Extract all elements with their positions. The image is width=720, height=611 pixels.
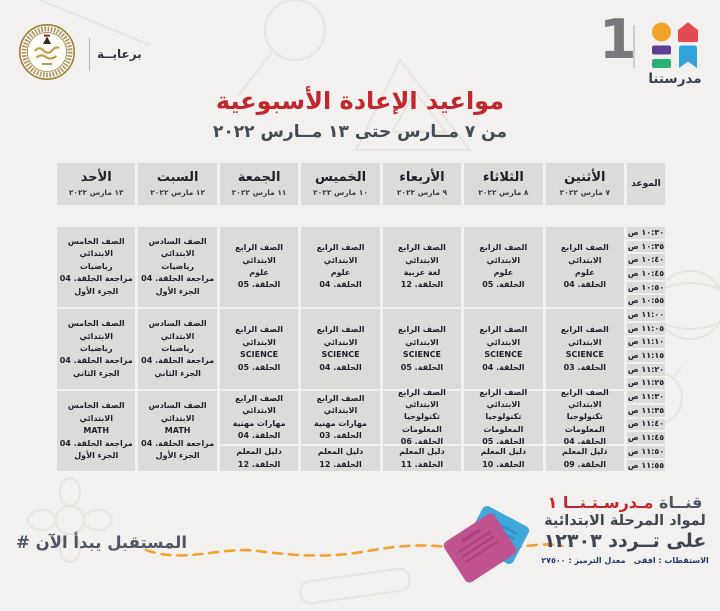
teacher-guide-cell: دليل المعلم الحلقة. 11 [382, 446, 462, 472]
day-header-wednesday: الأربعاء ٩ مارس ٢٠٢٢ [382, 163, 462, 205]
day-header-sunday: الأحد ١٣ مارس ٢٠٢٢ [57, 163, 136, 205]
schedule-cell: الصف الرابع الابتدائي SCIENCE الحلقة. 05 [219, 309, 299, 390]
schedule-cell: الصف الرابع الابتدائي علوم الحلقة. 05 [219, 227, 299, 308]
day-date: ١٠ مارس ٢٠٢٢ [313, 187, 368, 197]
channel-polarization-line: الاستقطاب : افقى معدل الترميز : ٢٧٥٠٠ [541, 556, 709, 565]
time-slot: ١٠:٤٠ ص [627, 254, 665, 267]
schedule-cell: الصف الرابع الابتدائي SCIENCE الحلقة. 03 [545, 309, 624, 390]
channel-number: 1 [599, 8, 637, 71]
schedule-cell: الصف السادس الابتدائي رياضيات مراجعة الح… [138, 309, 217, 390]
page-title: مواعيد الإعادة الأسبوعية [215, 87, 505, 115]
day-name: الأحد [80, 170, 112, 186]
day-name: الجمعة [237, 170, 281, 186]
schedule-cell: الصف الرابع الابتدائي تكنولوجيا المعلوما… [382, 388, 462, 446]
schedule-cell: الصف الرابع الابتدائي SCIENCE الحلقة. 04 [301, 309, 380, 390]
schedule-table: الموعد الأثنين ٧ مارس ٢٠٢٢ الثلاثاء ٨ ما… [57, 163, 665, 472]
day-date: ٧ مارس ٢٠٢٢ [559, 187, 610, 197]
time-slot: ١٠:٤٥ ص [627, 268, 665, 280]
schedule-cell: الصف الرابع الابتدائي تكنولوجيا المعلوما… [545, 388, 624, 446]
channel-info: قنــاة مـدرسـتـنــا ١ لمواد المرحلة الاب… [541, 493, 709, 565]
day-date: ٩ مارس ٢٠٢٢ [396, 187, 448, 197]
day-date: ١٢ مارس ٢٠٢٢ [150, 187, 206, 197]
time-slot: ١١:١٠ ص [627, 336, 665, 349]
day-header-thursday: الخميس ١٠ مارس ٢٠٢٢ [301, 163, 380, 205]
channel-line-name: مـدرسـتـنــا ١ [547, 493, 654, 512]
logo-bar-purple [652, 45, 671, 55]
schedule-cell: الصف الخامس الابتدائي رياضيات مراجعة الح… [57, 309, 136, 390]
schedule-cell: الصف الرابع الابتدائي SCIENCE الحلقة. 05 [382, 309, 462, 390]
time-slot: ١٠:٥٠ ص [627, 281, 665, 294]
channel-grades-line: لمواد المرحلة الابتدائية [544, 513, 706, 529]
schedule-cell: الصف الرابع الابتدائي لغة عربية الحلقة. … [382, 227, 462, 308]
day-date: ١٣ مارس ٢٠٢٢ [68, 187, 124, 197]
logo-house [678, 22, 698, 42]
logo-circle [652, 22, 671, 42]
day-header-tuesday: الثلاثاء ٨ مارس ٢٠٢٢ [464, 163, 543, 205]
schedule-cell: الصف الخامس الابتدائي MATH مراجعة الحلقة… [57, 391, 136, 472]
logo-bookmark [679, 45, 697, 68]
schedule-cell: الصف الرابع الابتدائي تكنولوجيا المعلوما… [464, 388, 543, 446]
envelope-pink-icon [443, 513, 517, 583]
time-slot: ١١:٢٥ ص [627, 377, 665, 390]
schedule-cell: الصف الرابع الابتدائي علوم الحلقة. 04 [545, 227, 624, 308]
time-slot: ١٠:٣٠ ص [627, 227, 665, 239]
logo-divider [633, 25, 635, 68]
day-name: الأثنين [564, 170, 606, 186]
schedule-cell: الصف السادس الابتدائي MATH مراجعة الحلقة… [138, 391, 217, 472]
schedule-cell: الصف الرابع الابتدائي مهارات مهنية الحلق… [219, 391, 299, 444]
ministry-of-education-seal [18, 23, 76, 81]
eagle-icon [43, 36, 51, 44]
time-slot: ١١:٤٠ ص [627, 418, 665, 431]
day-name: الأربعاء [399, 170, 445, 186]
time-slot: ١١:١٥ ص [627, 350, 665, 362]
channel-frequency-line: على تــردد ١٢٣٠٣ [543, 530, 707, 552]
teacher-guide-cell: دليل المعلم الحلقة. 10 [464, 446, 543, 472]
day-name: الثلاثاء [482, 170, 524, 186]
time-slot: ١١:٣٠ ص [627, 391, 665, 403]
time-slot: ١٠:٥٥ ص [627, 295, 665, 308]
day-date: ١١ مارس ٢٠٢٢ [231, 187, 287, 197]
brand-wordmark: مدرستنا [648, 71, 702, 87]
time-slot: ١١:٢٠ ص [627, 363, 665, 376]
hashtag-slogan: # المستقبل يبدأ الآن [16, 533, 187, 552]
day-date: ٨ مارس ٢٠٢٢ [478, 187, 529, 197]
time-slot: ١١:٥٥ ص [627, 459, 665, 472]
day-name: الخميس [314, 170, 367, 186]
time-slot: ١١:٣٥ ص [627, 404, 665, 417]
schedule-cell: الصف الخامس الابتدائي رياضيات مراجعة الح… [57, 227, 136, 308]
time-slot: ١١:٤٥ ص [627, 432, 665, 444]
schedule-cell: الصف الرابع الابتدائي مهارات مهنية الحلق… [301, 391, 380, 444]
day-name: السبت [156, 170, 199, 186]
logo-bar-green [652, 59, 671, 68]
footer-artwork [144, 506, 564, 583]
day-header-saturday: السبت ١٢ مارس ٢٠٢٢ [138, 163, 217, 205]
schedule-cell: الصف الرابع الابتدائي SCIENCE الحلقة. 04 [464, 309, 543, 390]
eagle-flag [44, 34, 50, 37]
time-slot: ١١:٥٠ ص [627, 446, 665, 458]
day-header-friday: الجمعة ١١ مارس ٢٠٢٢ [219, 163, 299, 205]
teacher-guide-cell: دليل المعلم الحلقة. 12 [219, 446, 299, 472]
schedule-cell: الصف الرابع الابتدائي علوم الحلقة. 04 [301, 227, 380, 308]
schedule-cell: الصف السادس الابتدائي رياضيات مراجعة الح… [138, 227, 217, 308]
teacher-guide-cell: دليل المعلم الحلقة. 12 [301, 446, 380, 472]
sponsor-divider [89, 38, 90, 71]
time-slot: ١١:٠٠ ص [627, 309, 665, 321]
channel-line: قنــاة مـدرسـتـنــا ١ [541, 493, 709, 512]
madrasetna-logo-icon [652, 22, 698, 68]
page-subtitle: من ٧ مــارس حتى ١٣ مــارس ٢٠٢٢ [213, 122, 507, 142]
channel-line-prefix: قنــاة [659, 493, 703, 512]
time-slot: ١١:٠٥ ص [627, 322, 665, 335]
teacher-guide-cell: دليل المعلم الحلقة. 09 [545, 446, 624, 472]
time-slot: ١٠:٣٥ ص [627, 240, 665, 253]
day-header-monday: الأثنين ٧ مارس ٢٠٢٢ [545, 163, 624, 205]
sponsor-label: برعايــة [97, 47, 142, 61]
time-column-header: الموعد [627, 163, 665, 205]
schedule-cell: الصف الرابع الابتدائي علوم الحلقة. 05 [464, 227, 543, 308]
